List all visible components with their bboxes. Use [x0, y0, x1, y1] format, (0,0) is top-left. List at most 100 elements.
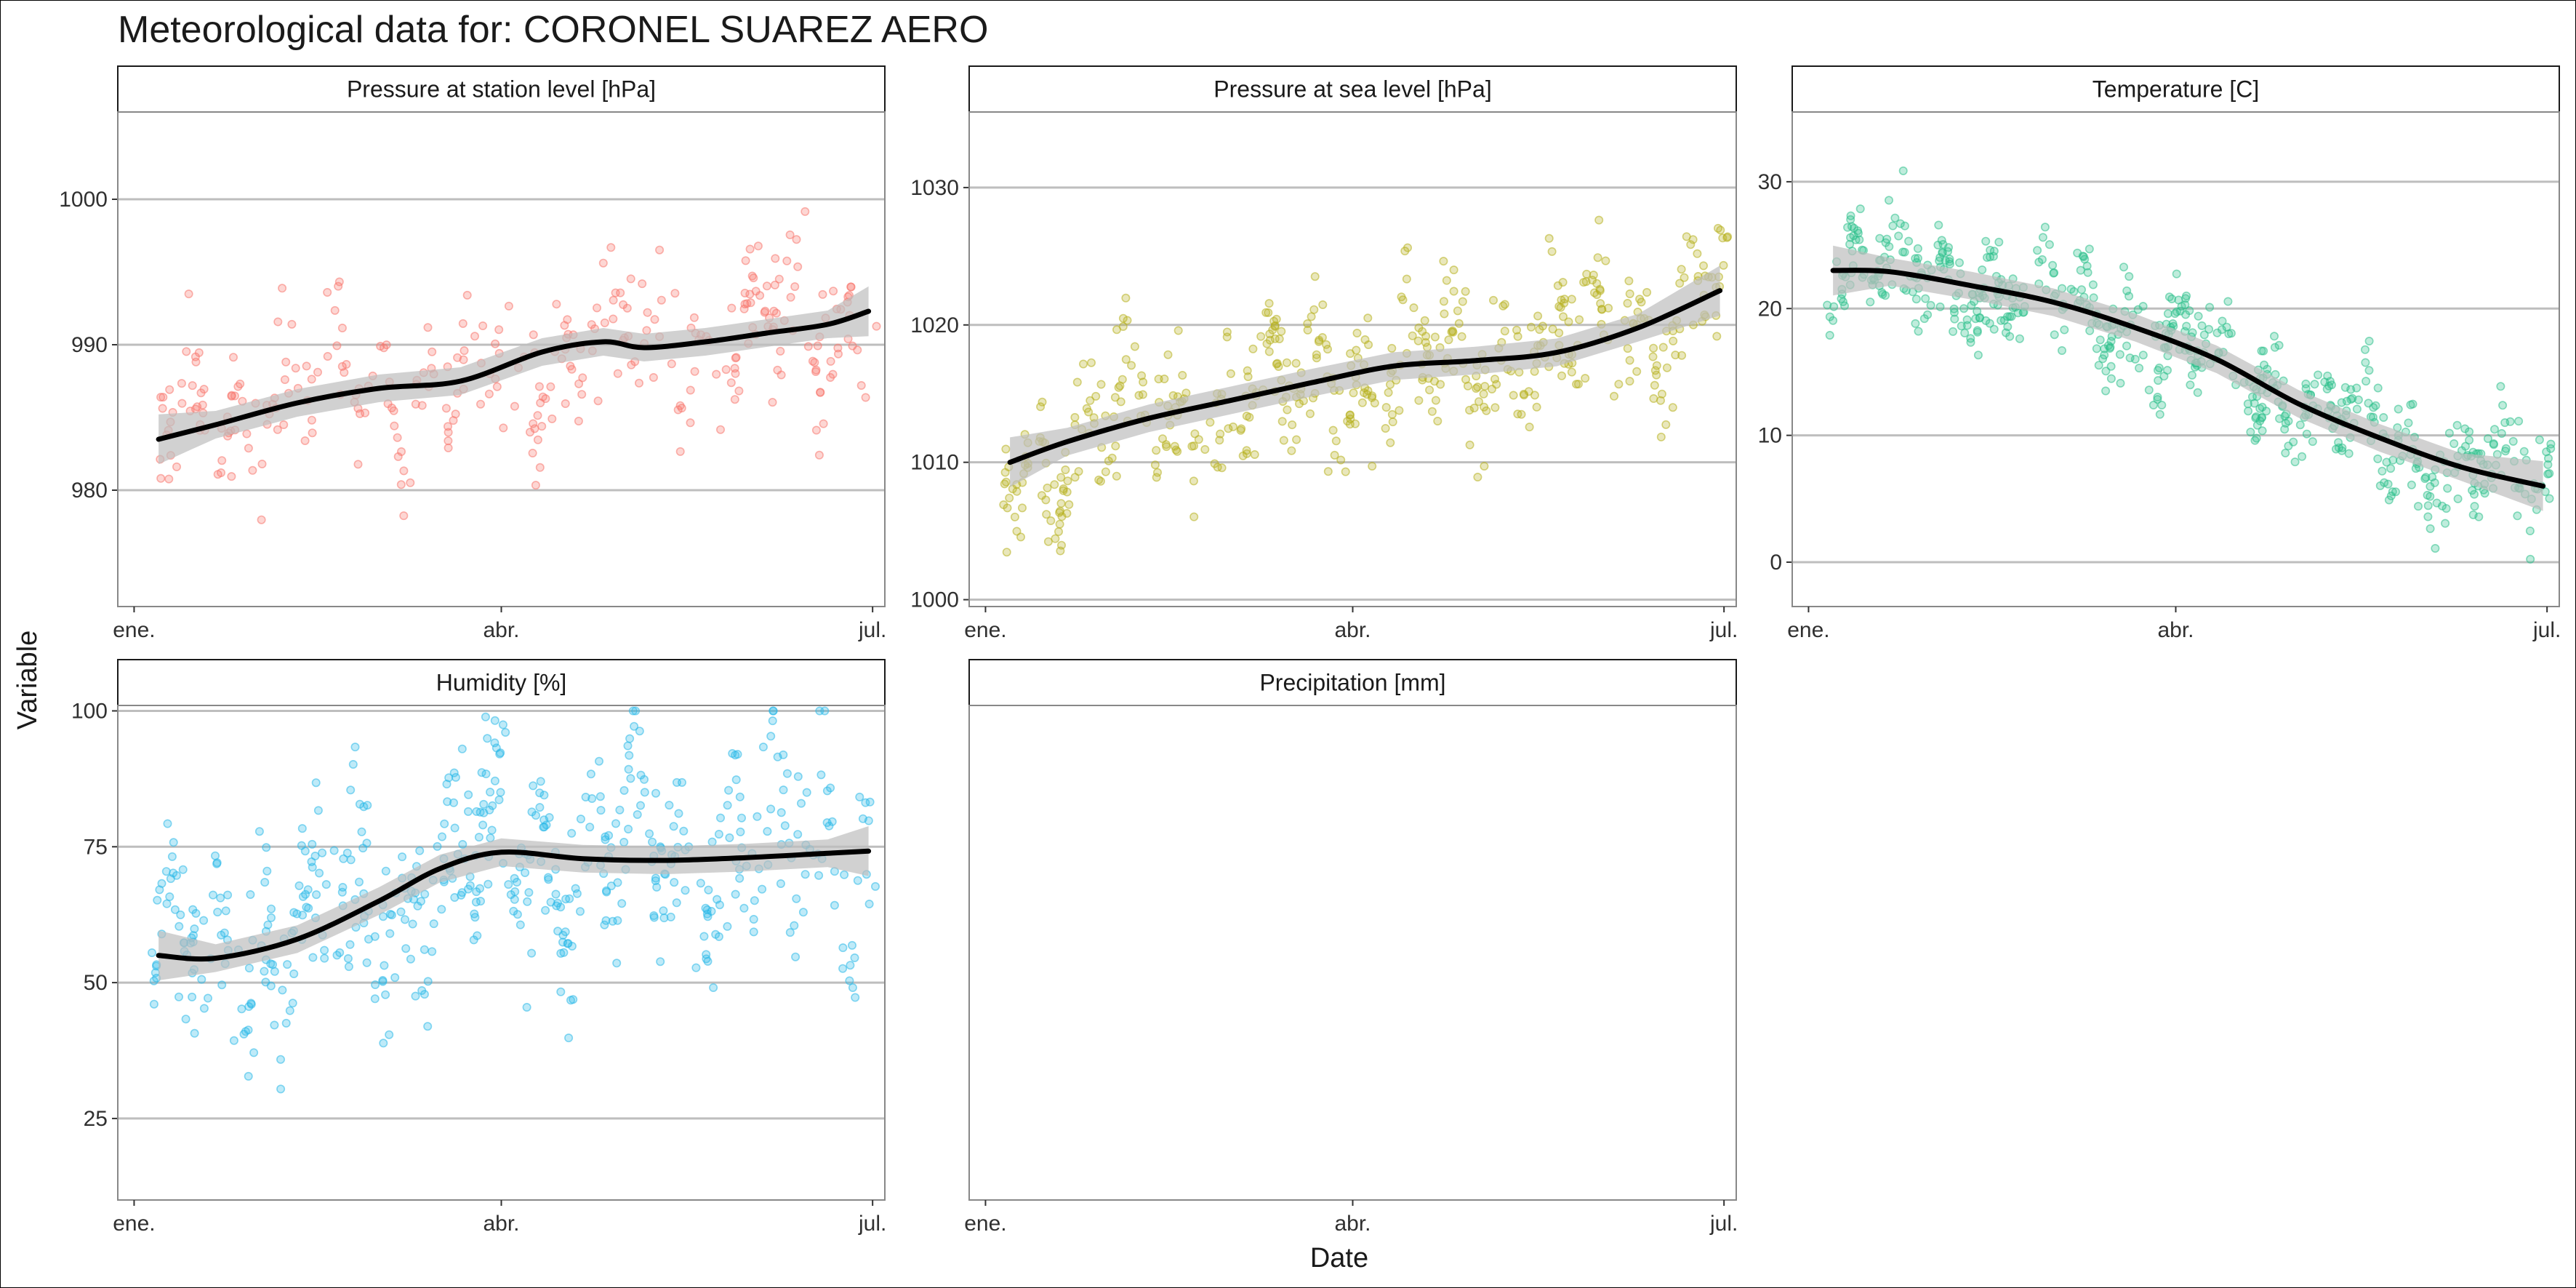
data-point — [533, 411, 542, 420]
data-point — [856, 380, 866, 390]
data-point — [1439, 257, 1448, 266]
data-point — [332, 951, 342, 960]
data-point — [771, 254, 780, 263]
data-point — [2423, 501, 2433, 511]
data-point — [1318, 300, 1328, 309]
data-point — [399, 466, 409, 476]
data-point — [203, 993, 212, 1003]
data-point — [2334, 438, 2343, 447]
data-point — [342, 848, 352, 857]
data-point — [2314, 370, 2323, 380]
data-point — [1261, 308, 1271, 317]
data-point — [1387, 409, 1397, 419]
data-point — [576, 815, 585, 824]
data-point — [396, 907, 406, 916]
data-point — [749, 915, 758, 924]
data-point — [1823, 300, 1832, 310]
data-point — [1950, 314, 1959, 324]
data-point — [1046, 516, 1056, 525]
data-point — [2371, 401, 2380, 410]
data-point — [785, 230, 795, 239]
data-point — [490, 738, 499, 748]
data-point — [2441, 504, 2451, 513]
data-point — [2157, 400, 2167, 409]
data-point — [1688, 235, 1698, 244]
data-point — [1440, 309, 1449, 319]
data-point — [1593, 253, 1602, 263]
data-point — [1420, 316, 1429, 325]
data-point — [1532, 402, 1541, 412]
data-point — [1957, 321, 1966, 331]
chart-title: Meteorological data for: CORONEL SUAREZ … — [118, 9, 988, 51]
data-point — [1723, 232, 1733, 241]
data-point — [1921, 294, 1930, 303]
data-point — [529, 781, 538, 791]
y-tick-label: 30 — [1758, 170, 1782, 194]
data-point — [2364, 399, 2373, 408]
data-point — [2382, 457, 2391, 467]
data-point — [390, 421, 399, 431]
data-point — [2526, 554, 2535, 564]
data-point — [190, 1028, 199, 1038]
data-point — [2005, 332, 2015, 341]
data-point — [667, 359, 676, 369]
data-point — [2361, 345, 2370, 354]
data-point — [190, 352, 200, 361]
data-point — [1430, 332, 1440, 342]
data-point — [191, 908, 201, 918]
data-point — [2490, 425, 2500, 434]
data-point — [1346, 349, 1355, 359]
data-point — [2175, 306, 2185, 316]
data-point — [2290, 457, 2300, 467]
data-point — [221, 906, 230, 916]
data-point — [1657, 389, 1666, 399]
data-point — [1890, 213, 1900, 223]
data-point — [1154, 375, 1163, 384]
data-point — [441, 404, 451, 413]
data-point — [483, 734, 492, 743]
data-point — [199, 916, 209, 925]
data-point — [1215, 436, 1224, 445]
data-point — [739, 903, 749, 913]
data-point — [483, 879, 493, 889]
data-point — [524, 888, 534, 897]
data-point — [1885, 196, 1894, 205]
data-point — [423, 977, 433, 986]
data-point — [1173, 326, 1183, 335]
data-point — [462, 290, 472, 300]
data-point — [1163, 350, 1173, 359]
data-point — [2103, 341, 2113, 351]
data-point — [634, 378, 643, 388]
data-point — [534, 382, 544, 391]
data-point — [1839, 297, 1848, 306]
data-point — [758, 884, 767, 894]
data-point — [826, 372, 835, 382]
data-point — [780, 821, 790, 831]
data-point — [2092, 344, 2101, 353]
data-point — [2443, 484, 2452, 493]
data-point — [390, 973, 400, 983]
data-point — [379, 1039, 388, 1048]
data-point — [551, 889, 561, 899]
data-point — [1153, 468, 1163, 477]
data-point — [449, 798, 458, 807]
data-point — [670, 289, 680, 298]
data-point — [535, 788, 545, 798]
data-point — [266, 959, 276, 969]
data-point — [2138, 302, 2148, 311]
data-point — [541, 905, 550, 915]
data-point — [1846, 215, 1855, 224]
data-point — [233, 382, 243, 391]
data-point — [1224, 424, 1233, 433]
data-point — [321, 880, 331, 889]
data-point — [564, 1033, 574, 1043]
data-point — [450, 823, 460, 833]
data-point — [1981, 316, 1991, 325]
data-point — [2407, 480, 2416, 489]
data-point — [598, 258, 608, 268]
data-point — [802, 788, 811, 797]
data-point — [1363, 313, 1373, 323]
data-point — [1210, 459, 1219, 468]
data-point — [178, 865, 188, 874]
data-point — [1513, 409, 1522, 419]
